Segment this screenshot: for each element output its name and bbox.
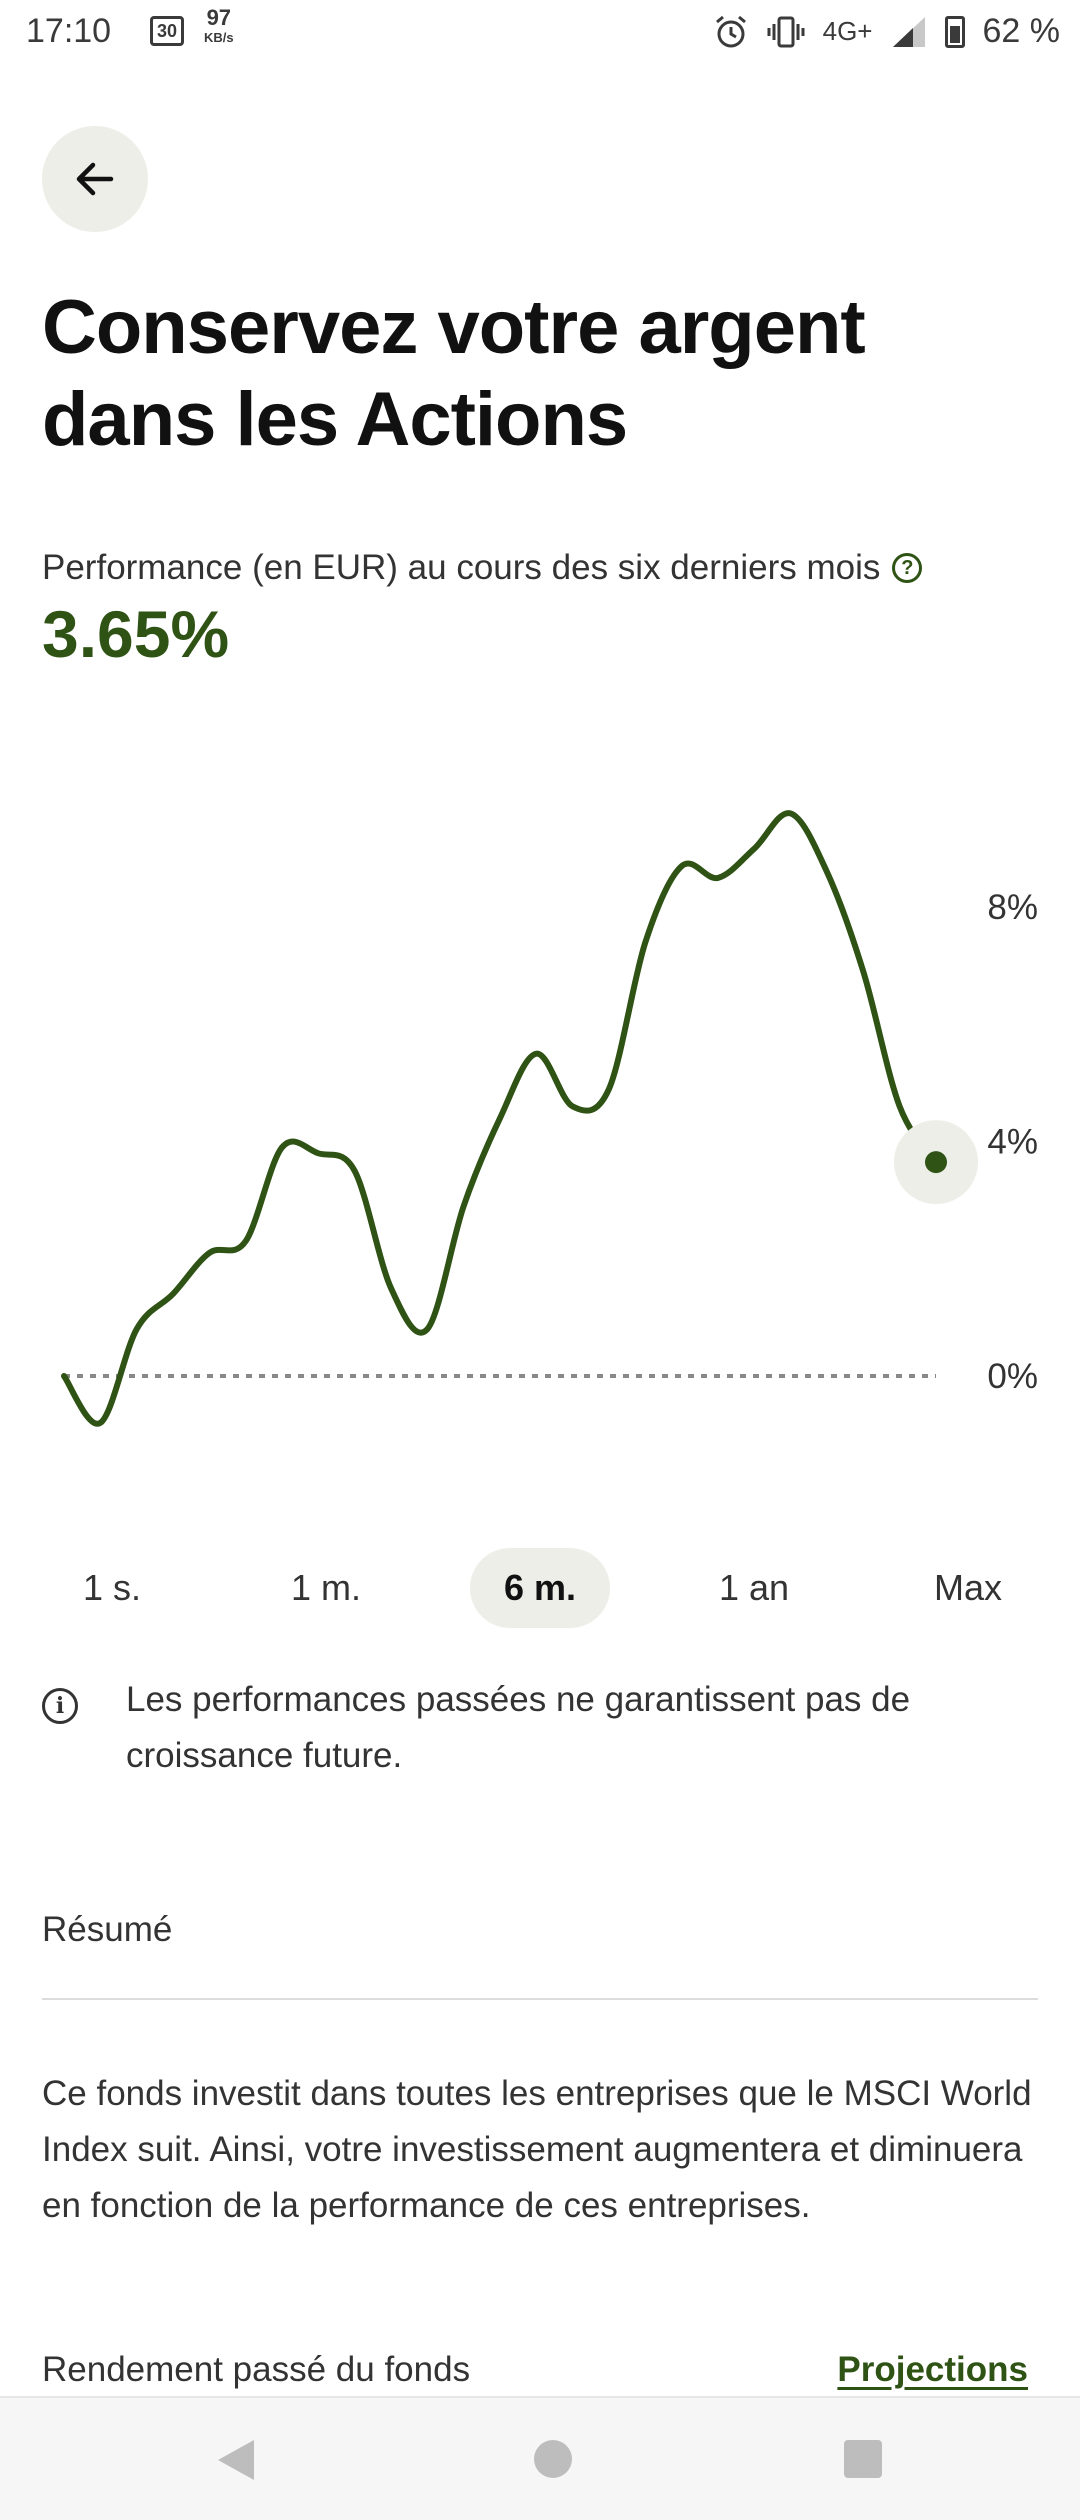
tab-max[interactable]: Max <box>933 1567 1002 1608</box>
question-circle-icon[interactable]: ? <box>892 553 923 583</box>
info-icon: i <box>42 1688 78 1724</box>
tab-6-months[interactable]: 6 m. <box>470 1548 610 1628</box>
tab-1-year[interactable]: 1 an <box>718 1567 790 1608</box>
alarm-icon <box>715 15 746 47</box>
network-type: 4G+ <box>822 16 873 46</box>
summary-title: Résumé <box>42 1910 173 1949</box>
disclaimer-text: Les performances passées ne garantissent… <box>126 1680 911 1775</box>
performance-label: Performance (en EUR) au cours des six de… <box>42 548 923 588</box>
current-point[interactable] <box>925 1151 947 1174</box>
tab-1-week[interactable]: 1 s. <box>82 1567 142 1608</box>
network-speed-value: 97 <box>206 5 232 30</box>
y-tick-0: 0% <box>987 1357 1038 1396</box>
period-tabs: 1 s. 1 m. 6 m. 1 an Max <box>42 1548 1038 1628</box>
nav-back-icon[interactable] <box>218 2440 254 2480</box>
status-time: 17:10 <box>26 12 112 50</box>
disclaimer: i Les performances passées ne garantisse… <box>42 1672 1038 1784</box>
status-bar: 17:10 30 97 KB/s 4G+ 62 % <box>0 0 1080 66</box>
battery-level: 62 % <box>982 12 1061 50</box>
performance-label-text: Performance (en EUR) au cours des six de… <box>42 548 881 587</box>
navigation-bar <box>0 2396 1080 2520</box>
past-returns-label: Rendement passé du fonds <box>42 2350 471 2389</box>
performance-line <box>61 810 939 1427</box>
arrow-left-icon <box>76 162 114 196</box>
back-button[interactable] <box>42 126 148 232</box>
network-speed: 97 KB/s <box>204 5 234 48</box>
projections-link[interactable]: Projections <box>837 2350 1028 2389</box>
status-icons: 4G+ 62 % <box>713 12 1060 51</box>
summary-text: Ce fonds investit dans toutes les entrep… <box>42 2074 1032 2225</box>
signal-icon <box>892 16 925 47</box>
nav-recents-icon[interactable] <box>844 2440 882 2478</box>
vibrate-icon <box>767 16 805 47</box>
tab-1-month[interactable]: 1 m. <box>290 1567 361 1608</box>
performance-chart[interactable]: 8% 4% 0% <box>0 760 1080 1480</box>
network-speed-unit: KB/s <box>204 30 234 45</box>
divider <box>42 1998 1038 2000</box>
performance-value: 3.65% <box>42 597 230 671</box>
battery-icon <box>944 15 965 48</box>
y-tick-4: 4% <box>987 1123 1038 1162</box>
y-tick-8: 8% <box>987 888 1038 927</box>
nav-home-icon[interactable] <box>534 2440 572 2478</box>
calendar-icon: 30 <box>150 16 184 46</box>
page-title: Conservez votre argent dans les Actions <box>42 285 866 462</box>
